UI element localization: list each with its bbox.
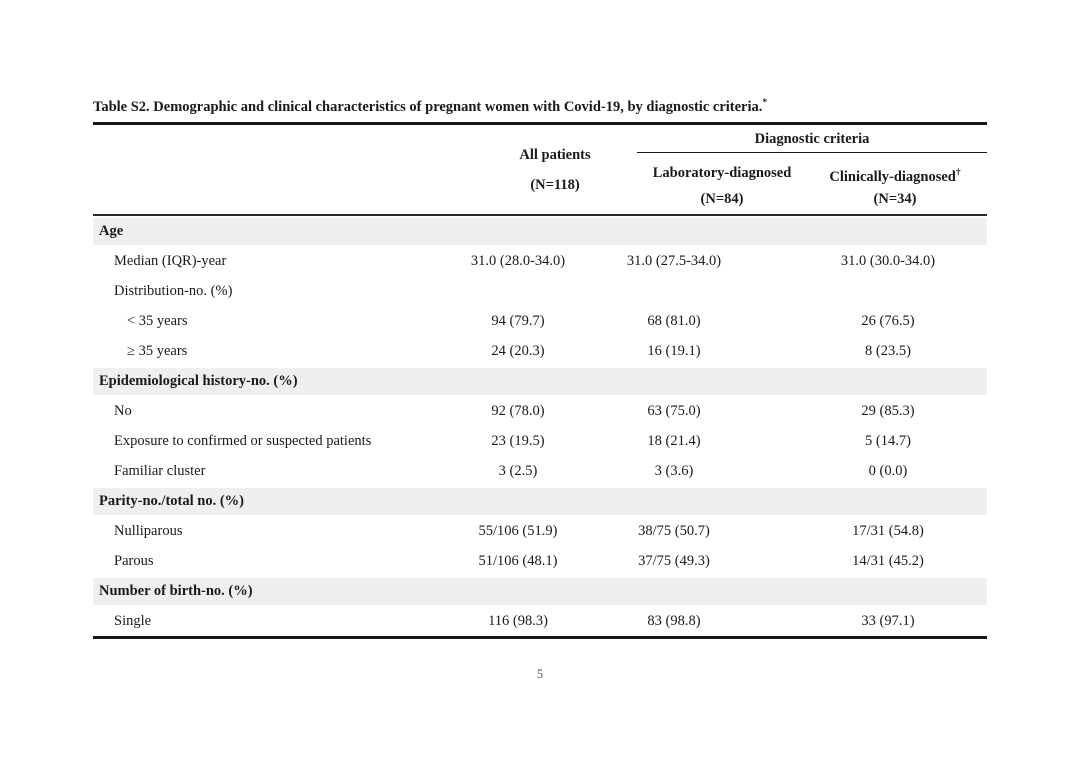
cell-value-all-patients: 31.0 (28.0-34.0) (470, 253, 566, 269)
table-top-rule (93, 122, 987, 125)
cell-value-clinically: 29 (85.3) (861, 403, 915, 419)
row-label: ≥ 35 years (127, 343, 188, 359)
cell-value-laboratory: 31.0 (27.5-34.0) (626, 253, 722, 269)
row-label: Parous (114, 553, 154, 569)
cell-value-clinically: 8 (23.5) (865, 343, 911, 359)
data-row-distribution: Distribution-no. (%) (93, 276, 987, 306)
cell-value-laboratory: 68 (81.0) (647, 313, 701, 329)
header-clinically-n: (N=34) (873, 191, 917, 207)
row-label: Exposure to confirmed or suspected patie… (114, 433, 372, 449)
table-title-text: Table S2. Demographic and clinical chara… (93, 98, 763, 115)
header-laboratory-n: (N=84) (700, 191, 744, 207)
cell-value-clinically: 17/31 (54.8) (852, 523, 924, 539)
row-label: No (114, 403, 132, 419)
cell-value-laboratory: 16 (19.1) (647, 343, 701, 359)
cell-value-all-patients: 116 (98.3) (488, 613, 548, 629)
section-row-age: Age (93, 216, 987, 246)
cell-value-all-patients: 23 (19.5) (491, 433, 545, 449)
row-label: Nulliparous (114, 523, 183, 539)
header-diagnostic-criteria: Diagnostic criteria (754, 131, 870, 147)
section-row-epidemiological-history: Epidemiological history-no. (%) (93, 366, 987, 396)
header-clinically-diagnosed: Clinically-diagnosed† (829, 164, 960, 186)
row-label: Age (99, 223, 124, 239)
cell-value-laboratory: 38/75 (50.7) (638, 523, 710, 539)
data-row-no-history: No 92 (78.0) 63 (75.0) 29 (85.3) (93, 396, 987, 426)
title-footnote-marker: * (762, 98, 768, 108)
data-row-35-and-over: ≥ 35 years 24 (20.3) 16 (19.1) 8 (23.5) (93, 336, 987, 366)
row-label: Distribution-no. (%) (114, 283, 233, 299)
row-label: Number of birth-no. (%) (99, 583, 253, 599)
header-all-patients: All patients (519, 147, 591, 163)
cell-value-all-patients: 94 (79.7) (491, 313, 545, 329)
cell-value-all-patients: 3 (2.5) (498, 463, 538, 479)
data-row-exposure: Exposure to confirmed or suspected patie… (93, 426, 987, 456)
row-label: < 35 years (127, 313, 188, 329)
row-label: Epidemiological history-no. (%) (99, 373, 298, 389)
data-row-single: Single 116 (98.3) 83 (98.8) 33 (97.1) (93, 606, 987, 636)
cell-value-all-patients: 24 (20.3) (491, 343, 545, 359)
header-clinically-label: Clinically-diagnosed (829, 168, 956, 185)
row-label: Parity-no./total no. (%) (99, 493, 244, 509)
cell-value-clinically: 33 (97.1) (861, 613, 915, 629)
data-row-parous: Parous 51/106 (48.1) 37/75 (49.3) 14/31 … (93, 546, 987, 576)
diagnostic-criteria-underline (637, 152, 987, 154)
cell-value-laboratory: 3 (3.6) (654, 463, 694, 479)
section-row-parity: Parity-no./total no. (%) (93, 486, 987, 516)
table-body: Age Median (IQR)-year 31.0 (28.0-34.0) 3… (93, 216, 987, 636)
row-label: Familiar cluster (114, 463, 206, 479)
cell-value-clinically: 0 (0.0) (868, 463, 908, 479)
row-label: Median (IQR)-year (114, 253, 227, 269)
table-bottom-rule (93, 636, 987, 639)
cell-value-laboratory: 63 (75.0) (647, 403, 701, 419)
clinically-footnote-marker: † (955, 168, 961, 178)
table-s2: Diagnostic criteria All patients (N=118)… (93, 122, 987, 639)
cell-value-all-patients: 55/106 (51.9) (478, 523, 558, 539)
header-body-divider-rule (93, 214, 987, 216)
cell-value-laboratory: 18 (21.4) (647, 433, 701, 449)
cell-value-clinically: 31.0 (30.0-34.0) (840, 253, 936, 269)
cell-value-laboratory: 83 (98.8) (647, 613, 701, 629)
header-laboratory-diagnosed: Laboratory-diagnosed (652, 165, 792, 181)
cell-value-all-patients: 92 (78.0) (491, 403, 545, 419)
data-row-familiar-cluster: Familiar cluster 3 (2.5) 3 (3.6) 0 (0.0) (93, 456, 987, 486)
table-title: Table S2. Demographic and clinical chara… (93, 98, 1013, 116)
data-row-under-35: < 35 years 94 (79.7) 68 (81.0) 26 (76.5) (93, 306, 987, 336)
cell-value-all-patients: 51/106 (48.1) (478, 553, 558, 569)
page-number: 5 (536, 667, 544, 681)
data-row-median-iqr: Median (IQR)-year 31.0 (28.0-34.0) 31.0 … (93, 246, 987, 276)
cell-value-laboratory: 37/75 (49.3) (638, 553, 710, 569)
section-row-number-of-birth: Number of birth-no. (%) (93, 576, 987, 606)
header-all-patients-n: (N=118) (530, 177, 580, 193)
cell-value-clinically: 14/31 (45.2) (852, 553, 924, 569)
cell-value-clinically: 26 (76.5) (861, 313, 915, 329)
data-row-nulliparous: Nulliparous 55/106 (51.9) 38/75 (50.7) 1… (93, 516, 987, 546)
row-label: Single (114, 613, 152, 629)
cell-value-clinically: 5 (14.7) (865, 433, 911, 449)
